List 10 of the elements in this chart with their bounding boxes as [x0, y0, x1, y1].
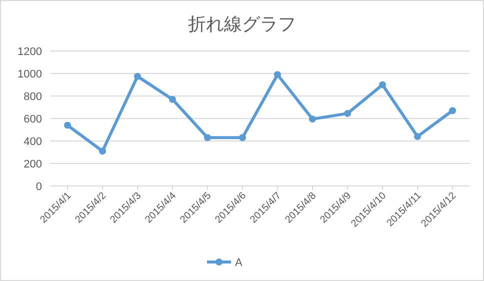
- legend: A: [207, 257, 242, 269]
- y-tick-label: 1200: [18, 46, 42, 58]
- y-tick-label: 1000: [18, 68, 42, 80]
- y-tick-label: 200: [24, 158, 42, 170]
- y-tick-label: 0: [36, 181, 42, 193]
- title: 折れ線グラフ: [188, 14, 296, 35]
- y-tick-label: 800: [24, 91, 42, 103]
- y-tick-label: 600: [24, 114, 42, 126]
- y-tick-label: 400: [24, 136, 42, 148]
- legend-label: A: [235, 257, 243, 269]
